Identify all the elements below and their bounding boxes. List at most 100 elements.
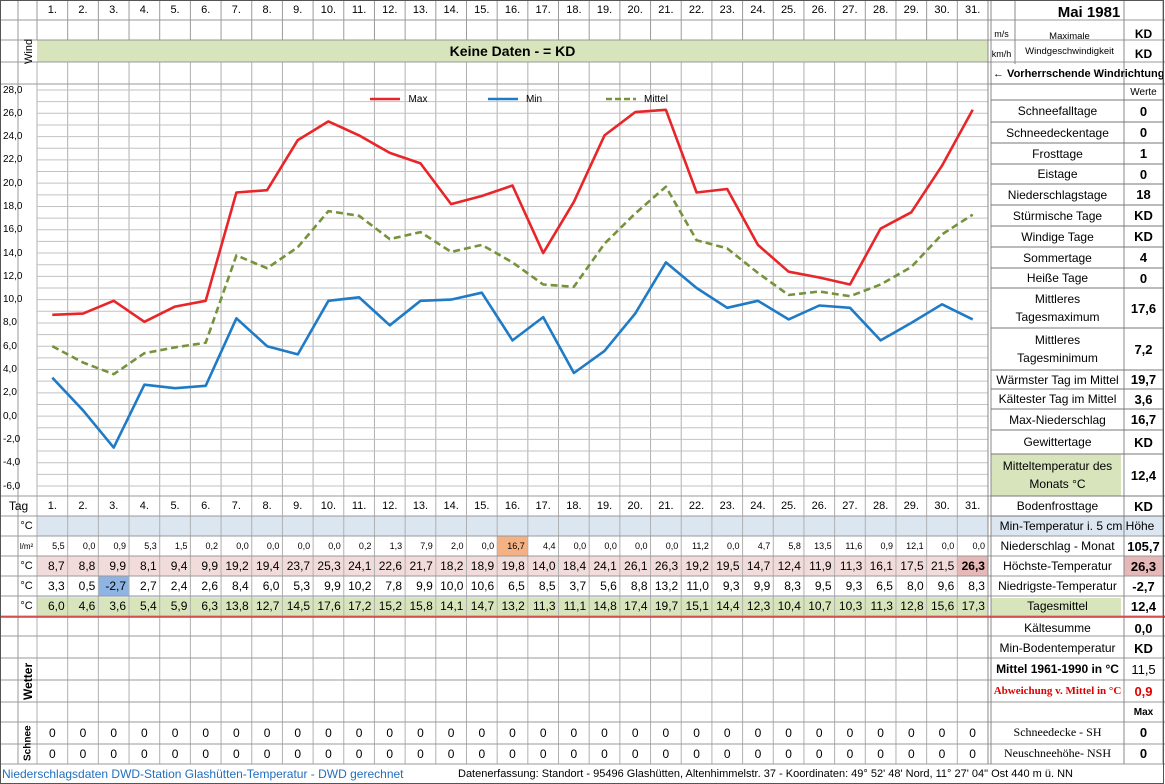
table-row-value: -2,7	[1132, 578, 1155, 594]
table-cell	[589, 516, 620, 536]
tag-day-10: 10.	[320, 500, 337, 512]
stat-label: Bodenfrosttage	[1016, 499, 1099, 513]
snow-cell: 0	[723, 725, 731, 740]
table-cell: 14,1	[440, 599, 464, 613]
stat-value: 16,7	[1130, 412, 1157, 427]
max-wind-label: Maximale Windgeschwindigkeit	[1025, 31, 1114, 57]
table-cell: 12,7	[256, 599, 280, 613]
table-cell: 11,2	[692, 541, 709, 551]
table-cell: 9,9	[753, 579, 771, 593]
stat-value: 1	[1139, 146, 1148, 161]
table-cell: 3,6	[109, 599, 127, 613]
table-cell: 17,4	[624, 599, 648, 613]
stat-label: Schneedeckentage	[1006, 125, 1109, 140]
snow-cell: 0	[202, 725, 210, 740]
table-row-value: 26,3	[1130, 558, 1157, 574]
table-cell: 5,8	[788, 541, 801, 551]
snow-cell: 0	[110, 746, 118, 761]
stat-value: KD	[1134, 229, 1153, 244]
snow-cell: 0	[294, 746, 302, 761]
wind-direction-label: ← Vorherrschende Windrichtung	[993, 68, 1163, 80]
y-tick-label: 0,0	[3, 410, 17, 422]
snow-cell: 0	[631, 725, 639, 740]
tag-day-14: 14.	[443, 500, 459, 512]
day-header-22: 22.	[688, 4, 705, 16]
y-tick-label: 6,0	[3, 340, 17, 352]
table-cell: 0,0	[82, 541, 96, 551]
y-tick-label: 18,0	[3, 200, 23, 212]
table-cell: 26,1	[624, 559, 648, 573]
tag-day-29: 29.	[903, 500, 919, 512]
table-cell: 0,0	[604, 541, 617, 551]
table-cell: 6,5	[508, 579, 525, 593]
table-cell	[68, 516, 99, 536]
lower-stat-value: KD	[1134, 640, 1153, 656]
tag-day-2: 2.	[78, 500, 88, 512]
snow-cell: 0	[785, 746, 792, 761]
snow-cell: 0	[662, 725, 670, 740]
tag-label: Tag	[8, 499, 29, 513]
table-row-label: Niederschlag - Monat	[1000, 539, 1115, 553]
highlight-max-hot	[957, 556, 988, 576]
day-header-3: 3.	[109, 4, 119, 16]
table-cell: 19,8	[501, 559, 525, 573]
table-cell: 12,1	[906, 541, 924, 551]
snow-cell: 0	[233, 746, 240, 761]
table-cell	[651, 516, 682, 536]
y-tick-label: 26,0	[3, 107, 23, 119]
tag-day-30: 30.	[934, 500, 950, 512]
day-header-24: 24.	[750, 4, 766, 16]
max-line	[52, 108, 974, 324]
tag-day-16: 16.	[504, 500, 521, 512]
table-cell: 9,3	[845, 579, 863, 593]
table-cell: 10,2	[348, 579, 372, 593]
snow-cell: 0	[386, 725, 394, 740]
table-cell	[865, 516, 896, 536]
table-cell: 2,7	[140, 579, 157, 593]
table-cell: 10,6	[470, 579, 495, 593]
table-cell: 17,5	[900, 559, 924, 573]
table-cell	[559, 516, 590, 536]
snow-cell: 0	[48, 725, 56, 740]
y-tick-label: 24,0	[3, 131, 23, 143]
snow-cell: 0	[233, 725, 240, 740]
wetter-label: Wetter	[21, 662, 35, 700]
snow-cell: 0	[938, 746, 946, 761]
table-cell: 14,8	[593, 599, 617, 613]
stats-header: Werte	[1130, 86, 1157, 98]
table-cell: 0,9	[113, 541, 127, 551]
snow-row-value: 0	[1139, 746, 1148, 761]
snow-cell: 0	[662, 746, 670, 761]
table-cell: 24,1	[593, 559, 617, 573]
table-cell: 0,0	[328, 541, 341, 551]
tag-day-4: 4.	[139, 500, 149, 512]
table-cell	[405, 516, 436, 536]
tag-day-5: 5.	[170, 500, 180, 512]
table-cell	[712, 516, 743, 536]
day-header-4: 4.	[139, 4, 149, 16]
table-cell: 0,0	[972, 541, 985, 551]
tag-day-27: 27.	[842, 500, 858, 512]
table-cell	[37, 516, 68, 536]
table-cell: 0,0	[266, 541, 280, 551]
footer-left: Niederschlagsdaten DWD-Station Glashütte…	[2, 767, 404, 781]
day-header-15: 15.	[474, 4, 490, 16]
day-header-17: 17.	[535, 4, 551, 16]
stat-value: 4	[1139, 250, 1148, 265]
table-row-value: 105,7	[1127, 538, 1160, 554]
stat-label: Sommertage	[1023, 250, 1092, 265]
wind-unit-kmh: km/h	[991, 49, 1012, 59]
table-cell	[252, 516, 283, 536]
day-header-7: 7.	[231, 4, 241, 16]
table-cell: 14,0	[532, 559, 556, 573]
snow-cell: 0	[48, 746, 56, 761]
table-cell: 22,6	[378, 559, 403, 573]
day-header-31: 31.	[965, 4, 981, 16]
tag-day-26: 26.	[811, 500, 827, 512]
table-cell: 11,3	[870, 599, 893, 613]
lower-stat-value: 0,0	[1134, 620, 1153, 636]
table-cell: 25,3	[317, 559, 341, 573]
day-header-2: 2.	[78, 4, 88, 16]
table-cell: 21,7	[409, 559, 433, 573]
table-cell	[160, 516, 191, 536]
